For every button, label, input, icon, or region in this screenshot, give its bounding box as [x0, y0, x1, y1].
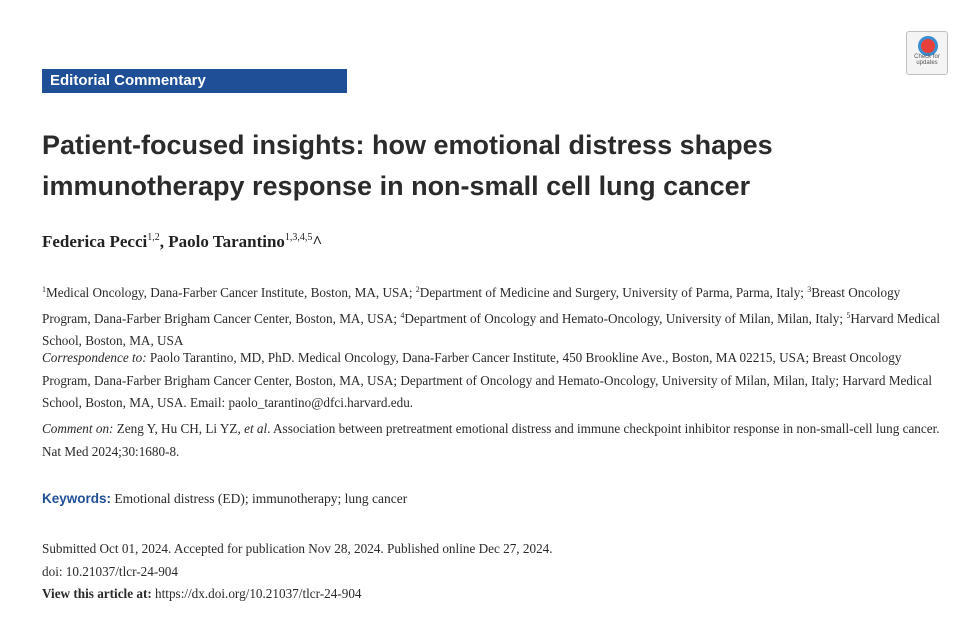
check-for-updates-icon: [918, 36, 938, 56]
correspondence: Correspondence to: Paolo Tarantino, MD, …: [42, 347, 950, 415]
view-article: View this article at: https://dx.doi.org…: [42, 583, 553, 606]
article-link[interactable]: https://dx.doi.org/10.21037/tlcr-24-904: [151, 586, 362, 601]
comment-label: Comment on:: [42, 421, 114, 436]
article-meta: Submitted Oct 01, 2024. Accepted for pub…: [42, 538, 553, 606]
correspondence-text: Paolo Tarantino, MD, PhD. Medical Oncolo…: [42, 350, 933, 410]
article-type-banner: Editorial Commentary: [42, 69, 347, 93]
author-name: Paolo Tarantino: [168, 232, 285, 251]
affiliation: Medical Oncology, Dana-Farber Cancer Ins…: [46, 285, 416, 300]
badge-line-2: updates: [916, 60, 938, 66]
affiliation: Breast Oncology Program, Dana-Farber Bri…: [42, 285, 901, 326]
comment-etal: et al: [244, 421, 268, 436]
author-separator: ,: [159, 232, 169, 251]
author-affiliation-sup: 1,3,4,5: [284, 232, 313, 243]
check-for-updates-badge[interactable]: Check for updates: [906, 31, 948, 75]
affiliation: Department of Medicine and Surgery, Univ…: [419, 285, 808, 300]
doi[interactable]: doi: 10.21037/tlcr-24-904: [42, 563, 178, 579]
publication-dates: Submitted Oct 01, 2024. Accepted for pub…: [42, 541, 553, 556]
view-article-label: View this article at:: [42, 586, 152, 601]
affiliations: 1Medical Oncology, Dana-Farber Cancer In…: [42, 285, 941, 349]
keywords-label: Keywords:: [42, 491, 112, 506]
comment-text: . Association between pretreatment emoti…: [42, 421, 940, 459]
badge-line-1: Check for: [914, 54, 940, 60]
corresponding-author-mark: ^: [312, 232, 323, 251]
comment-authors: Zeng Y, Hu CH, Li YZ,: [113, 421, 245, 436]
author-affiliation-sup: 1,2: [147, 232, 160, 243]
article-title: Patient-focused insights: how emotional …: [42, 130, 773, 201]
correspondence-label: Correspondence to:: [42, 350, 147, 365]
comment-on: Comment on: Zeng Y, Hu CH, Li YZ, et al.…: [42, 418, 950, 463]
keywords: Keywords: Emotional distress (ED); immun…: [42, 491, 407, 507]
article-type-label: Editorial Commentary: [50, 72, 206, 89]
affiliation: Harvard Medical School, Boston, MA, USA: [42, 310, 941, 349]
author-name: Federica Pecci: [42, 232, 148, 251]
author-list: Federica Pecci1,2, Paolo Tarantino1,3,4,…: [42, 232, 322, 252]
keywords-value: Emotional distress (ED); immunotherapy; …: [111, 491, 408, 506]
affiliation: Department of Oncology and Hemato-Oncolo…: [404, 310, 847, 326]
